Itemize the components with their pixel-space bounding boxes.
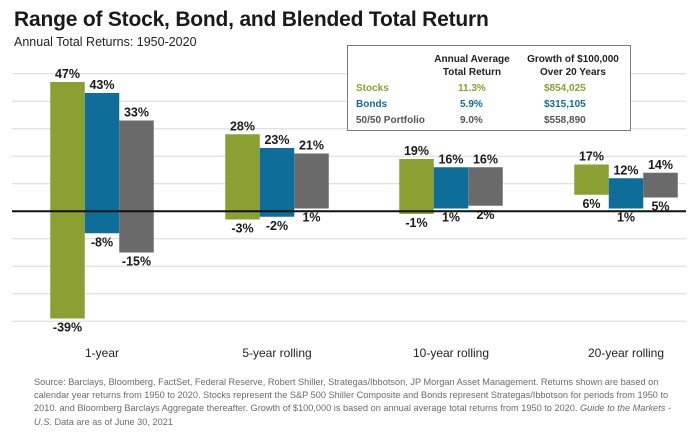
category-label: 10-year rolling <box>413 346 489 360</box>
low-label: -39% <box>53 321 82 335</box>
legend-header-avg: Annual Average Total Return <box>434 54 510 78</box>
footnote-italic: Guide to the Markets - U.S. <box>34 403 671 427</box>
high-label: 19% <box>404 144 429 158</box>
legend-table: Annual Average Total Return Growth of $1… <box>347 45 631 131</box>
high-label: 17% <box>579 150 604 164</box>
legend-row-bonds: Bonds 5.9% $315,105 <box>348 99 630 113</box>
bar-bonds <box>84 93 120 234</box>
bar-50-50-portfolio <box>468 167 503 206</box>
low-label: 5% <box>651 200 669 214</box>
legend-name: 50/50 Portfolio <box>356 115 425 126</box>
legend-growth: $315,105 <box>544 99 586 110</box>
bar-stocks <box>50 82 85 319</box>
legend-avg: 5.9% <box>460 99 483 110</box>
low-label: 1% <box>302 211 320 225</box>
legend-avg: 11.3% <box>458 83 486 94</box>
footnote-tail: Data are as of June 30, 2021 <box>54 416 173 427</box>
footnote-text: Source: Barclays, Bloomberg, FactSet, Fe… <box>34 377 669 414</box>
bar-stocks <box>225 134 260 220</box>
legend-row-stocks: Stocks 11.3% $854,025 <box>348 83 630 97</box>
high-label: 43% <box>89 78 114 92</box>
bar-50-50-portfolio <box>643 172 678 198</box>
low-label: -8% <box>91 235 113 249</box>
bar-stocks <box>399 159 434 214</box>
high-label: 21% <box>299 139 324 153</box>
category-label: 5-year rolling <box>242 346 311 360</box>
low-label: 6% <box>582 197 600 211</box>
low-label: -2% <box>266 219 288 233</box>
legend-header-growth: Growth of $100,000 Over 20 Years <box>527 54 619 78</box>
legend-avg: 9.0% <box>460 115 483 126</box>
bar-50-50-portfolio <box>119 120 154 253</box>
high-label: 14% <box>648 158 673 172</box>
chart-title: Range of Stock, Bond, and Blended Total … <box>14 8 489 31</box>
high-label: 47% <box>55 67 80 81</box>
bar-bonds <box>259 148 295 217</box>
low-label: 1% <box>617 211 635 225</box>
low-label: -1% <box>405 216 427 230</box>
low-label: -3% <box>231 222 253 236</box>
category-label: 20-year rolling <box>588 346 664 360</box>
legend-growth: $854,025 <box>544 83 586 94</box>
footnote: Source: Barclays, Bloomberg, FactSet, Fe… <box>34 376 686 429</box>
legend-growth: $558,890 <box>544 115 586 126</box>
bar-50-50-portfolio <box>294 153 329 209</box>
high-label: 28% <box>230 119 255 133</box>
low-label: -15% <box>122 255 151 269</box>
low-label: 1% <box>442 211 460 225</box>
legend-row-portfolio: 50/50 Portfolio 9.0% $558,890 <box>348 115 630 129</box>
low-label: 2% <box>476 208 494 222</box>
chart-subtitle: Annual Total Returns: 1950-2020 <box>14 35 197 49</box>
legend-name: Stocks <box>356 83 389 94</box>
bar-stocks <box>574 164 609 195</box>
high-label: 12% <box>613 163 638 177</box>
high-label: 23% <box>264 133 289 147</box>
bar-bonds <box>608 178 644 209</box>
high-label: 33% <box>124 106 149 120</box>
high-label: 16% <box>473 152 498 166</box>
legend-name: Bonds <box>356 99 388 110</box>
high-label: 16% <box>438 152 463 166</box>
bar-bonds <box>433 167 469 209</box>
category-label: 1-year <box>85 346 119 360</box>
